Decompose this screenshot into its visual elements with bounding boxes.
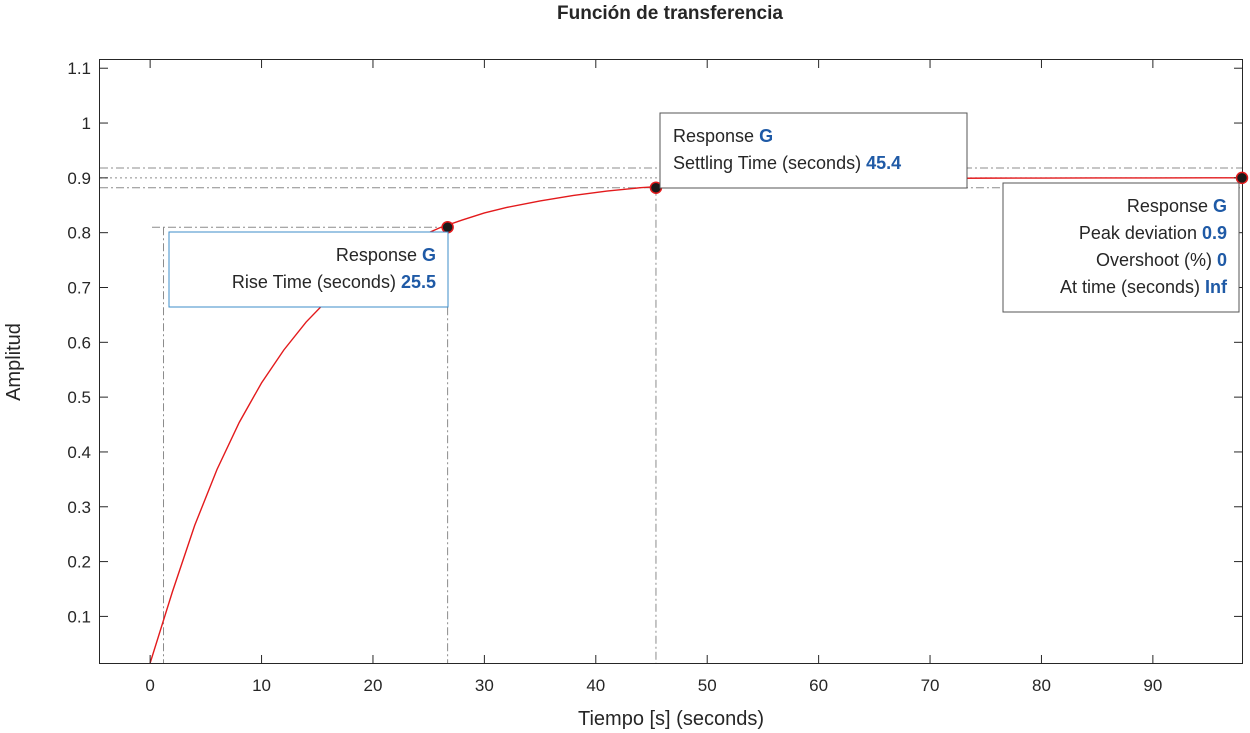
tooltip-label: Overshoot (%) xyxy=(1096,250,1217,270)
tooltip-line: Response G xyxy=(336,245,436,265)
tooltip-label: Rise Time (seconds) xyxy=(232,272,401,292)
x-tick-label: 70 xyxy=(921,676,940,695)
tooltip-box xyxy=(659,112,968,189)
x-tick-label: 20 xyxy=(364,676,383,695)
x-tick-label: 80 xyxy=(1032,676,1051,695)
y-tick-label: 0.1 xyxy=(67,607,91,626)
tooltip-value: 0.9 xyxy=(1202,223,1227,243)
y-tick-label: 1 xyxy=(82,114,91,133)
x-tick-label: 50 xyxy=(698,676,717,695)
x-axis-label: Tiempo [s] (seconds) xyxy=(578,708,764,730)
y-tick-label: 0.9 xyxy=(67,169,91,188)
y-tick-label: 0.3 xyxy=(67,498,91,517)
y-axis-label: Amplitud xyxy=(3,323,25,401)
x-tick-label: 30 xyxy=(475,676,494,695)
y-tick-label: 0.6 xyxy=(67,333,91,352)
tooltip-box xyxy=(1002,182,1240,313)
tooltip-label: Settling Time (seconds) xyxy=(673,153,866,173)
y-tick-label: 0.5 xyxy=(67,388,91,407)
axis-ticks: 0 10 20 30 40 50 60 70 80 900.10.20.30.40.50.60.7… xyxy=(67,59,1242,695)
y-tick-label: 0.4 xyxy=(67,443,91,462)
x-tick-label: 60 xyxy=(809,676,828,695)
tooltip-line: At time (seconds) Inf xyxy=(1060,277,1228,297)
y-tick-label: 0.2 xyxy=(67,553,91,572)
chart-title: Función de transferencia xyxy=(557,3,783,24)
tooltip-box xyxy=(168,231,449,308)
tooltip-line: Rise Time (seconds) 25.5 xyxy=(232,272,436,292)
tooltip-label: Response xyxy=(336,245,422,265)
x-tick-label: 0 xyxy=(145,676,154,695)
marker-rise xyxy=(441,220,454,234)
tooltip-value: 25.5 xyxy=(401,272,436,292)
tooltip-line: Overshoot (%) 0 xyxy=(1096,250,1227,270)
tooltip-label: Response xyxy=(1127,196,1213,216)
tooltip-value: G xyxy=(422,245,436,265)
tooltip-line: Response G xyxy=(673,126,773,146)
tooltip-label: Response xyxy=(673,126,759,146)
tooltip-value: 0 xyxy=(1217,250,1227,270)
tooltip-rise: Response G Rise Time (seconds) 25.5 xyxy=(168,231,449,308)
tooltip-label: At time (seconds) xyxy=(1060,277,1205,297)
tooltip-line: Settling Time (seconds) 45.4 xyxy=(673,153,901,173)
x-tick-label: 10 xyxy=(252,676,271,695)
plot-frame xyxy=(99,59,1243,664)
tooltip-peak: Response G Peak deviation 0.9 Overshoot (%… xyxy=(1002,182,1240,313)
tooltip-value: 45.4 xyxy=(866,153,901,173)
tooltip-label: Peak deviation xyxy=(1079,223,1202,243)
tooltip-line: Response G xyxy=(1127,196,1227,216)
y-tick-label: 0.8 xyxy=(67,224,91,243)
tooltip-value: G xyxy=(1213,196,1227,216)
marker-peak xyxy=(1235,171,1249,185)
y-tick-label: 1.1 xyxy=(67,59,91,78)
tooltip-value: Inf xyxy=(1205,277,1228,297)
x-tick-label: 40 xyxy=(586,676,605,695)
tooltip-line: Peak deviation 0.9 xyxy=(1079,223,1227,243)
x-tick-label: 90 xyxy=(1143,676,1162,695)
tooltip-value: G xyxy=(759,126,773,146)
y-tick-label: 0.7 xyxy=(67,278,91,297)
tooltip-settling: Response G Settling Time (seconds) 45.4 xyxy=(659,112,968,189)
